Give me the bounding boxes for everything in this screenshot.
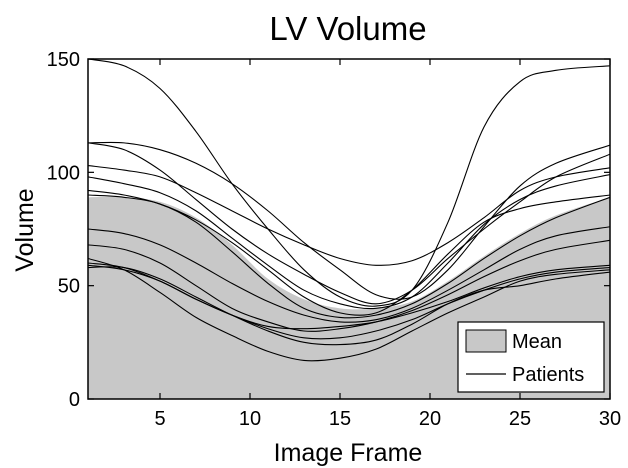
x-tick-label: 25 <box>509 408 531 430</box>
y-tick-label: 50 <box>58 276 80 298</box>
x-tick-label: 5 <box>154 408 165 430</box>
patient-line-2 <box>88 141 610 300</box>
patient-line-1 <box>88 59 610 307</box>
x-tick-label: 30 <box>599 408 621 430</box>
plot-area: 5 10 15 20 25 30 0 50 100 150 Mean Patients <box>47 49 622 430</box>
patient-line-10 <box>88 257 610 362</box>
x-tick-label: 10 <box>239 408 261 430</box>
plot-frame <box>87 58 611 400</box>
patient-line-5 <box>88 174 610 310</box>
chart-title: LV Volume <box>269 10 426 47</box>
patient-line-7 <box>88 194 610 319</box>
x-tick-label: 15 <box>329 408 351 430</box>
x-axis-label: Image Frame <box>274 439 423 467</box>
legend-patients-label: Patients <box>512 364 584 386</box>
legend-mean-swatch <box>465 329 507 353</box>
patient-line-8 <box>88 226 610 323</box>
patient-line-3 <box>88 142 610 305</box>
y-axis-label: Volume <box>11 188 39 271</box>
patient-line-13 <box>88 262 610 330</box>
patient-line-4 <box>88 164 610 266</box>
legend-mean-label: Mean <box>512 331 562 353</box>
legend: Mean Patients <box>457 321 605 393</box>
y-tick-label: 0 <box>69 389 80 411</box>
x-tick-label: 20 <box>419 408 441 430</box>
patient-line-12 <box>88 266 610 346</box>
patient-line-9 <box>88 239 610 332</box>
y-tick-label: 150 <box>47 49 80 71</box>
y-tick-label: 100 <box>47 162 80 184</box>
